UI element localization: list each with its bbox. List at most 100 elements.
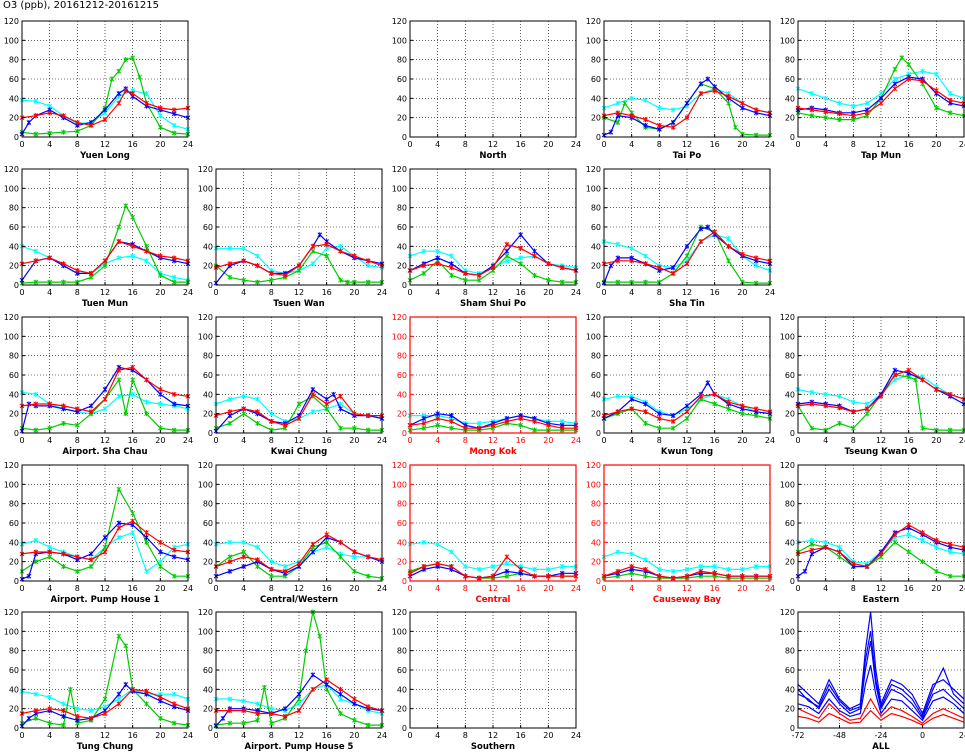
x-tick-label: 16 — [322, 584, 332, 593]
y-tick-label: 120 — [4, 313, 19, 322]
data-point — [74, 120, 80, 125]
data-point — [123, 643, 129, 649]
panel-tai-po: 0 20 40 60 80 100 120 0 4 8 12 16 20 24 Tai Po — [586, 17, 775, 161]
series-line — [215, 250, 382, 283]
data-point — [698, 239, 704, 244]
x-tick-label: 4 — [47, 140, 52, 149]
data-point — [753, 564, 759, 569]
panel-central: 0 20 40 60 80 100 120 0 4 8 12 16 20 24 Central — [392, 461, 581, 605]
data-point — [130, 510, 136, 516]
y-tick-label: 60 — [591, 75, 601, 84]
data-point — [123, 203, 129, 209]
data-point — [920, 68, 925, 74]
data-point — [920, 377, 925, 383]
x-tick-label: 4 — [629, 140, 634, 149]
x-tick-label: 4 — [47, 436, 52, 445]
data-point — [462, 573, 468, 579]
data-point — [933, 544, 939, 550]
y-tick-label: 0 — [790, 577, 795, 586]
data-point — [365, 279, 371, 285]
data-point — [255, 544, 260, 550]
x-tick-label: 20 — [155, 584, 165, 593]
x-tick-label: 24 — [183, 436, 193, 445]
data-point — [116, 255, 122, 261]
data-point — [227, 409, 233, 415]
data-point — [33, 559, 39, 565]
data-point — [296, 561, 302, 567]
panel-airport-pump-house-5: 0 20 40 60 80 100 120 0 4 8 12 16 20 24 Airport. Pump … — [198, 608, 387, 752]
data-point — [102, 396, 108, 402]
data-point — [47, 255, 53, 261]
x-tick-label: 4 — [47, 584, 52, 593]
panel-airport-pump-house-1: 0 20 40 60 80 100 120 0 4 8 12 16 20 24 Airport. Pump … — [4, 461, 193, 605]
data-point — [351, 425, 357, 431]
data-point — [615, 100, 621, 106]
y-tick-label: 100 — [392, 332, 407, 341]
x-tick-label: 4 — [435, 436, 440, 445]
data-point — [241, 549, 247, 555]
data-point — [435, 561, 441, 567]
x-tick-label: 20 — [931, 584, 941, 593]
series-line — [797, 697, 965, 724]
data-point — [615, 393, 621, 399]
x-tick-label: 24 — [571, 436, 581, 445]
data-point — [545, 566, 551, 572]
data-point — [144, 91, 149, 96]
x-tick-label: 20 — [737, 288, 747, 297]
data-point — [532, 253, 537, 259]
data-point — [241, 245, 247, 251]
data-point — [892, 367, 898, 373]
x-tick-label: 24 — [959, 436, 965, 445]
data-point — [643, 409, 648, 415]
data-point — [255, 409, 260, 415]
data-point — [310, 541, 316, 547]
data-point — [123, 57, 129, 63]
data-point — [351, 696, 357, 702]
x-tick-label: 8 — [269, 584, 274, 593]
x-tick-label: 12 — [876, 436, 886, 445]
data-point — [913, 377, 918, 383]
x-tick-label: 0 — [213, 584, 218, 593]
x-tick-label: 8 — [657, 584, 662, 593]
data-point — [864, 100, 870, 106]
data-point — [310, 387, 316, 392]
data-point — [670, 425, 676, 431]
data-point — [753, 263, 759, 269]
data-point — [130, 214, 136, 220]
data-point — [116, 393, 122, 399]
y-tick-label: 120 — [4, 461, 19, 470]
panel-central-western: 0 20 40 60 80 100 120 0 4 8 12 16 20 24 Central/Wester… — [198, 461, 387, 605]
x-tick-label: 8 — [463, 140, 468, 149]
y-tick-label: 20 — [9, 410, 19, 419]
data-point — [421, 248, 427, 254]
data-point — [33, 391, 39, 397]
data-point — [144, 530, 149, 536]
y-tick-label: 120 — [780, 17, 795, 26]
data-point — [310, 391, 316, 397]
x-tick-label: 8 — [269, 731, 274, 740]
y-tick-label: 80 — [9, 352, 19, 361]
data-point — [144, 377, 149, 383]
panel-tuen-mun: 0 20 40 60 80 100 120 0 4 8 12 16 20 24 Tuen Mun — [4, 165, 193, 309]
panel-tseung-kwan-o: 0 20 40 60 80 100 120 0 4 8 12 16 20 24 Tseung Kwan O — [780, 313, 965, 457]
data-point — [462, 425, 468, 431]
data-point — [33, 258, 39, 264]
data-point — [310, 686, 316, 692]
y-tick-label: 40 — [9, 94, 19, 103]
data-point — [33, 691, 39, 697]
data-point — [74, 568, 80, 574]
data-point — [532, 248, 537, 254]
x-tick-label: 12 — [294, 584, 304, 593]
panel-southern: 0 20 40 60 80 100 120 0 4 8 12 16 20 24 Southern — [392, 608, 581, 752]
data-point — [435, 411, 441, 417]
y-tick-label: 20 — [9, 705, 19, 714]
data-point — [255, 717, 260, 723]
x-tick-label: 24 — [183, 140, 193, 149]
series-line — [215, 611, 382, 726]
x-tick-label: 16 — [904, 140, 914, 149]
data-point — [338, 406, 343, 412]
data-point — [47, 694, 53, 700]
data-point — [864, 411, 870, 417]
data-point — [130, 253, 136, 259]
data-point — [351, 411, 357, 417]
